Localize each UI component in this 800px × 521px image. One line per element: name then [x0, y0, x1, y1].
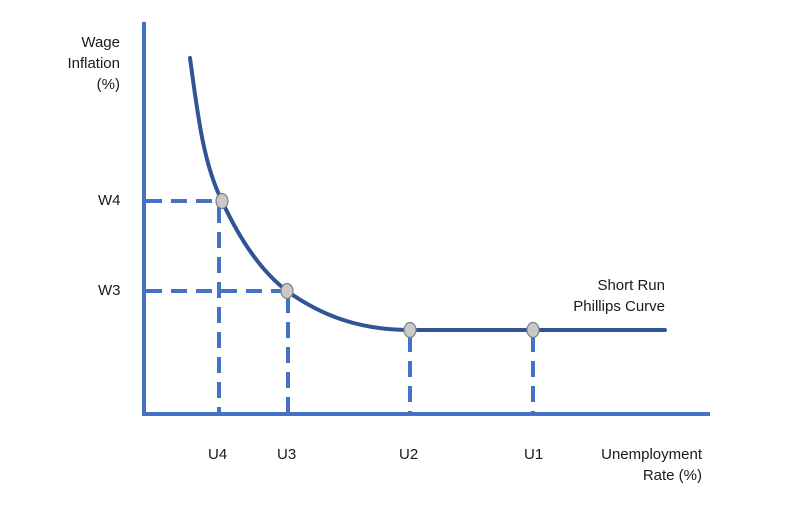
x-tick-u4: U4 — [208, 446, 228, 463]
x-tick-u3: U3 — [277, 446, 297, 463]
y-axis-title-line: Wage — [81, 34, 120, 51]
phillips-curve — [188, 56, 667, 332]
x-tick-u2: U2 — [399, 446, 419, 463]
point-u4-w4 — [215, 192, 229, 210]
x-tick-u1: U1 — [524, 446, 544, 463]
y-tick-w4: W4 — [98, 192, 121, 209]
y-axis-title-line: Inflation — [67, 55, 120, 72]
point-u2 — [403, 321, 417, 339]
x-axis-title: Unemployment Rate (%) — [560, 444, 702, 486]
curve-label: Short Run Phillips Curve — [545, 275, 665, 317]
x-axis-title-line: Unemployment — [601, 446, 702, 463]
y-tick-w3: W3 — [98, 282, 121, 299]
curve-label-line: Short Run — [597, 277, 665, 294]
point-u3-w3 — [280, 282, 294, 300]
x-axis-title-line: Rate (%) — [642, 467, 702, 484]
curve-label-line: Phillips Curve — [573, 298, 665, 315]
point-u1 — [526, 321, 540, 339]
y-axis-title: Wage Inflation (%) — [40, 32, 120, 95]
y-axis-title-line: (%) — [96, 76, 120, 93]
